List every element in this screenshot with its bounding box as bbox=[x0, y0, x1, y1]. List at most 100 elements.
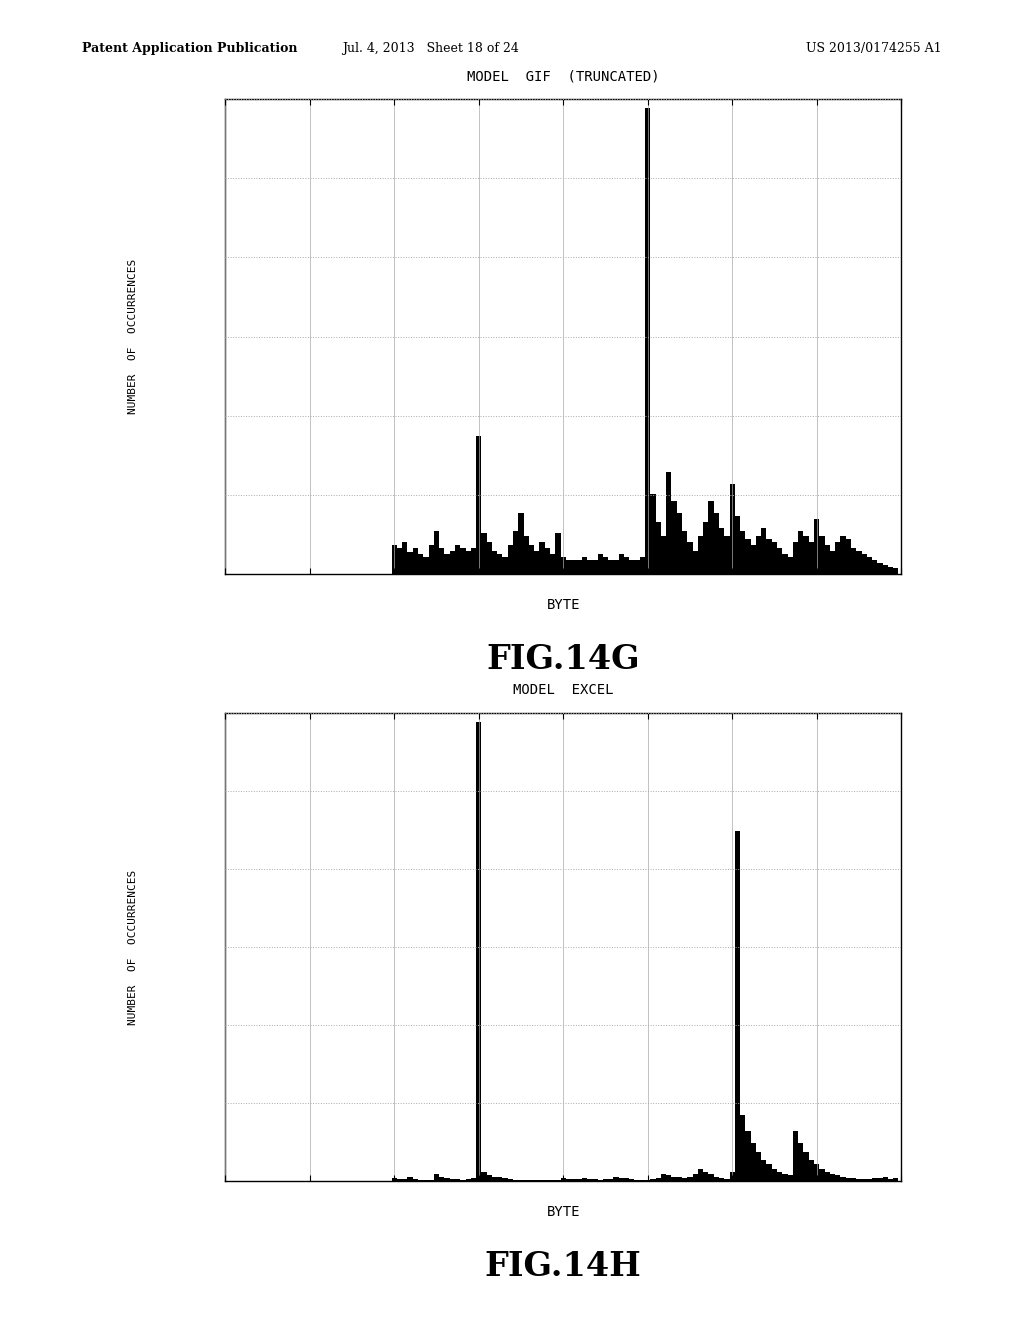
Bar bbox=[819, 1170, 824, 1181]
Bar bbox=[397, 548, 402, 574]
Bar bbox=[709, 1175, 714, 1181]
Bar bbox=[767, 1164, 772, 1181]
Bar bbox=[660, 536, 667, 574]
Bar bbox=[677, 513, 682, 574]
Bar bbox=[787, 1175, 793, 1181]
Bar bbox=[486, 543, 492, 574]
Bar bbox=[667, 473, 672, 574]
Bar bbox=[804, 1152, 809, 1181]
Bar bbox=[481, 1172, 486, 1181]
Bar bbox=[408, 1176, 413, 1181]
Text: NUMBER  OF  OCCURRENCES: NUMBER OF OCCURRENCES bbox=[128, 870, 138, 1024]
Bar bbox=[829, 550, 836, 574]
Bar bbox=[444, 1177, 450, 1181]
Bar bbox=[804, 536, 809, 574]
Bar bbox=[603, 557, 608, 574]
Bar bbox=[476, 722, 481, 1181]
Bar bbox=[397, 1179, 402, 1181]
Bar bbox=[798, 531, 804, 574]
Bar bbox=[545, 548, 550, 574]
Bar bbox=[745, 1131, 751, 1181]
Bar bbox=[560, 557, 566, 574]
Bar bbox=[709, 502, 714, 574]
Bar bbox=[408, 552, 413, 574]
Bar bbox=[476, 436, 481, 574]
Bar bbox=[798, 1143, 804, 1181]
Bar bbox=[455, 545, 460, 574]
Bar bbox=[761, 1160, 767, 1181]
Bar bbox=[814, 1164, 819, 1181]
Bar bbox=[692, 1175, 697, 1181]
Bar bbox=[692, 550, 697, 574]
Bar bbox=[724, 536, 729, 574]
Bar bbox=[851, 1177, 856, 1181]
Bar bbox=[444, 554, 450, 574]
Text: FIG.14H: FIG.14H bbox=[484, 1250, 642, 1283]
Bar bbox=[793, 543, 798, 574]
Bar bbox=[735, 516, 740, 574]
Bar bbox=[577, 1179, 582, 1181]
Bar bbox=[861, 554, 866, 574]
Bar bbox=[856, 1179, 861, 1181]
Bar bbox=[566, 560, 571, 574]
Text: FIG.14G: FIG.14G bbox=[486, 643, 640, 676]
Bar bbox=[391, 545, 397, 574]
Bar bbox=[777, 548, 782, 574]
Bar bbox=[402, 1179, 408, 1181]
Bar bbox=[883, 1176, 888, 1181]
Bar bbox=[756, 536, 761, 574]
Bar bbox=[888, 566, 893, 574]
Bar bbox=[587, 1179, 592, 1181]
Bar bbox=[571, 560, 577, 574]
Bar bbox=[787, 557, 793, 574]
Bar bbox=[714, 513, 719, 574]
Bar bbox=[836, 543, 841, 574]
Bar bbox=[603, 1179, 608, 1181]
Bar bbox=[655, 1177, 660, 1181]
Bar bbox=[872, 1177, 878, 1181]
Bar bbox=[888, 1179, 893, 1181]
Bar bbox=[508, 545, 513, 574]
Bar bbox=[866, 1179, 872, 1181]
Bar bbox=[402, 543, 408, 574]
Bar bbox=[687, 543, 692, 574]
Bar bbox=[735, 830, 740, 1181]
Bar bbox=[413, 548, 418, 574]
Bar bbox=[697, 1170, 703, 1181]
Bar bbox=[841, 536, 846, 574]
Bar bbox=[540, 543, 545, 574]
Bar bbox=[729, 484, 735, 574]
Bar bbox=[577, 560, 582, 574]
Bar bbox=[814, 519, 819, 574]
Bar bbox=[466, 1179, 471, 1181]
Bar bbox=[471, 1177, 476, 1181]
Bar bbox=[672, 1176, 677, 1181]
Bar bbox=[878, 1177, 883, 1181]
Bar bbox=[809, 543, 814, 574]
Bar bbox=[608, 1179, 613, 1181]
Bar bbox=[618, 554, 624, 574]
Bar bbox=[883, 565, 888, 574]
Bar bbox=[434, 1175, 439, 1181]
Bar bbox=[851, 548, 856, 574]
Text: Jul. 4, 2013   Sheet 18 of 24: Jul. 4, 2013 Sheet 18 of 24 bbox=[342, 42, 518, 55]
Bar bbox=[635, 560, 640, 574]
Bar bbox=[518, 513, 523, 574]
Bar bbox=[782, 554, 787, 574]
Bar bbox=[751, 1143, 756, 1181]
Bar bbox=[729, 1172, 735, 1181]
Bar bbox=[767, 540, 772, 574]
Bar bbox=[571, 1179, 577, 1181]
Bar bbox=[655, 521, 660, 574]
Bar bbox=[592, 560, 598, 574]
Bar bbox=[872, 560, 878, 574]
Bar bbox=[582, 557, 587, 574]
Bar bbox=[697, 536, 703, 574]
Bar bbox=[650, 1179, 655, 1181]
Bar bbox=[450, 1179, 455, 1181]
Bar bbox=[861, 1179, 866, 1181]
Bar bbox=[687, 1176, 692, 1181]
Bar bbox=[809, 1160, 814, 1181]
Bar bbox=[667, 1175, 672, 1181]
Bar bbox=[819, 536, 824, 574]
